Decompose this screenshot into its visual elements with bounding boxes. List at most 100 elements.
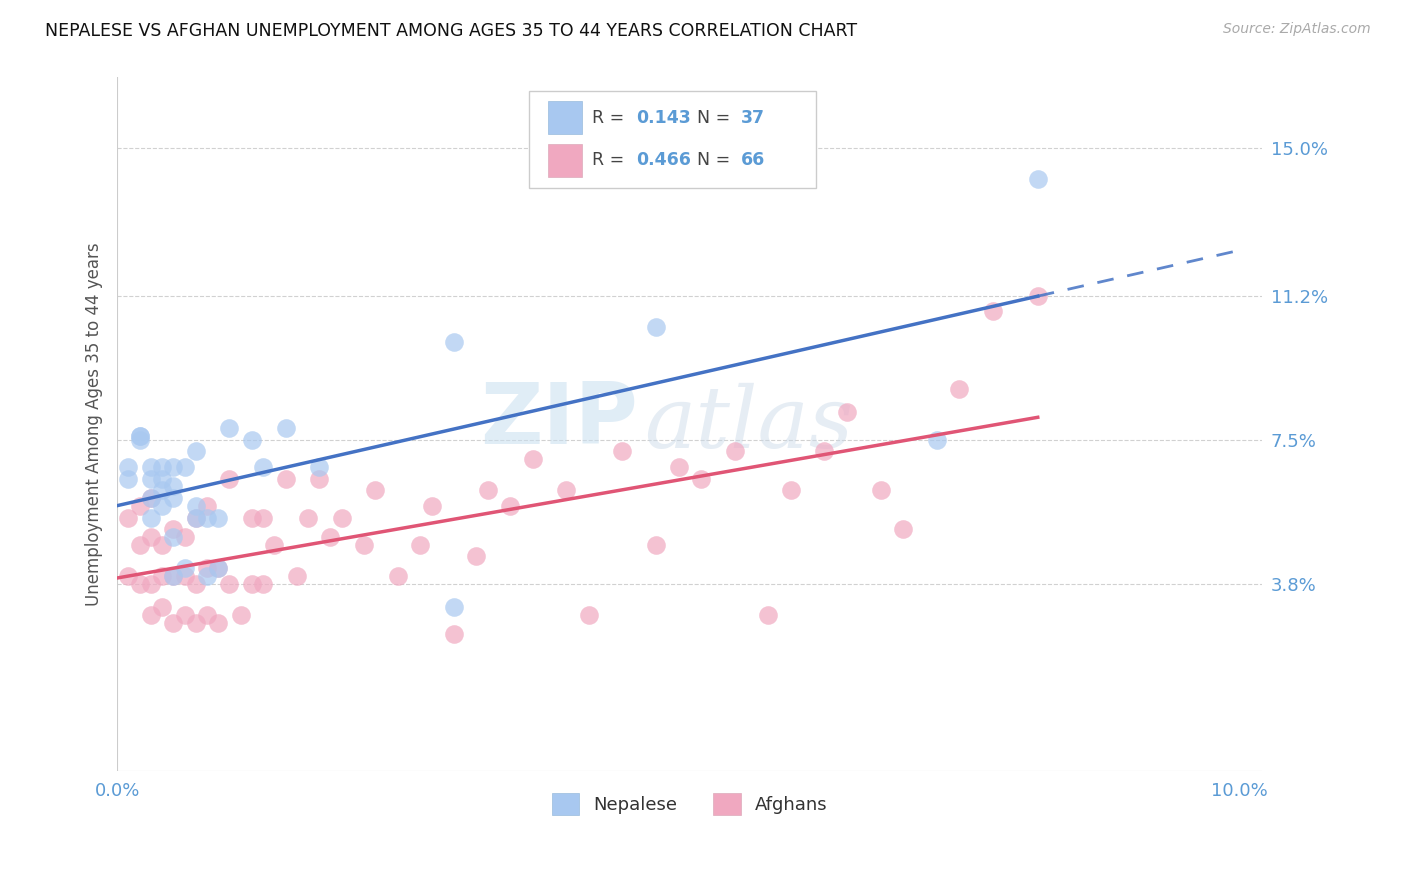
Point: [420, 499, 443, 513]
Point: [387, 569, 409, 583]
Point: [128, 499, 150, 513]
Point: [184, 444, 207, 458]
Point: [173, 569, 195, 583]
Point: [756, 607, 779, 622]
Point: [195, 569, 218, 583]
Point: [128, 576, 150, 591]
Point: [274, 472, 297, 486]
Point: [173, 530, 195, 544]
Point: [184, 576, 207, 591]
Text: NEPALESE VS AFGHAN UNEMPLOYMENT AMONG AGES 35 TO 44 YEARS CORRELATION CHART: NEPALESE VS AFGHAN UNEMPLOYMENT AMONG AG…: [45, 22, 858, 40]
Point: [443, 627, 465, 641]
Point: [465, 549, 488, 564]
Text: Source: ZipAtlas.com: Source: ZipAtlas.com: [1223, 22, 1371, 37]
Point: [891, 522, 914, 536]
Point: [779, 483, 801, 498]
Point: [668, 459, 690, 474]
Point: [117, 459, 139, 474]
Point: [353, 538, 375, 552]
Point: [409, 538, 432, 552]
Text: R =: R =: [592, 109, 630, 127]
Text: atlas: atlas: [644, 383, 853, 466]
Point: [162, 569, 184, 583]
Point: [139, 510, 162, 524]
Point: [690, 472, 713, 486]
Point: [925, 433, 948, 447]
Point: [948, 382, 970, 396]
Point: [117, 510, 139, 524]
Point: [195, 561, 218, 575]
Point: [612, 444, 634, 458]
Point: [835, 405, 858, 419]
Point: [173, 561, 195, 575]
Point: [813, 444, 835, 458]
Point: [555, 483, 578, 498]
Text: 37: 37: [741, 109, 765, 127]
FancyBboxPatch shape: [548, 102, 582, 134]
Point: [195, 607, 218, 622]
Point: [162, 569, 184, 583]
Text: N =: N =: [686, 109, 737, 127]
Point: [184, 510, 207, 524]
Point: [645, 538, 668, 552]
Point: [207, 561, 229, 575]
Point: [139, 459, 162, 474]
FancyBboxPatch shape: [548, 144, 582, 177]
Point: [128, 429, 150, 443]
Text: R =: R =: [592, 151, 630, 169]
Point: [184, 510, 207, 524]
Point: [162, 615, 184, 630]
Point: [150, 499, 173, 513]
Point: [981, 304, 1004, 318]
Point: [139, 576, 162, 591]
Point: [117, 472, 139, 486]
Point: [173, 607, 195, 622]
Point: [297, 510, 319, 524]
Point: [330, 510, 353, 524]
Point: [869, 483, 891, 498]
Point: [195, 499, 218, 513]
Point: [218, 576, 240, 591]
Point: [274, 421, 297, 435]
Point: [150, 600, 173, 615]
Point: [150, 472, 173, 486]
Point: [207, 615, 229, 630]
Point: [150, 569, 173, 583]
Point: [117, 569, 139, 583]
Point: [263, 538, 285, 552]
Point: [724, 444, 747, 458]
Point: [162, 491, 184, 505]
Point: [308, 472, 330, 486]
Point: [252, 459, 274, 474]
Legend: Nepalese, Afghans: Nepalese, Afghans: [543, 784, 837, 824]
Point: [184, 499, 207, 513]
Point: [285, 569, 308, 583]
Point: [139, 472, 162, 486]
Point: [162, 459, 184, 474]
Point: [195, 510, 218, 524]
Point: [150, 483, 173, 498]
Point: [173, 459, 195, 474]
Point: [1026, 171, 1049, 186]
Text: N =: N =: [686, 151, 737, 169]
Point: [207, 561, 229, 575]
Point: [240, 576, 263, 591]
Point: [308, 459, 330, 474]
Point: [139, 530, 162, 544]
Point: [162, 479, 184, 493]
Point: [499, 499, 522, 513]
Text: 66: 66: [741, 151, 765, 169]
Text: ZIP: ZIP: [481, 379, 638, 462]
Text: 0.143: 0.143: [636, 109, 690, 127]
Point: [218, 472, 240, 486]
Point: [162, 530, 184, 544]
Point: [128, 433, 150, 447]
Point: [139, 607, 162, 622]
Point: [252, 576, 274, 591]
Point: [319, 530, 342, 544]
Point: [139, 491, 162, 505]
Point: [477, 483, 499, 498]
Point: [207, 510, 229, 524]
Point: [150, 459, 173, 474]
Point: [162, 522, 184, 536]
